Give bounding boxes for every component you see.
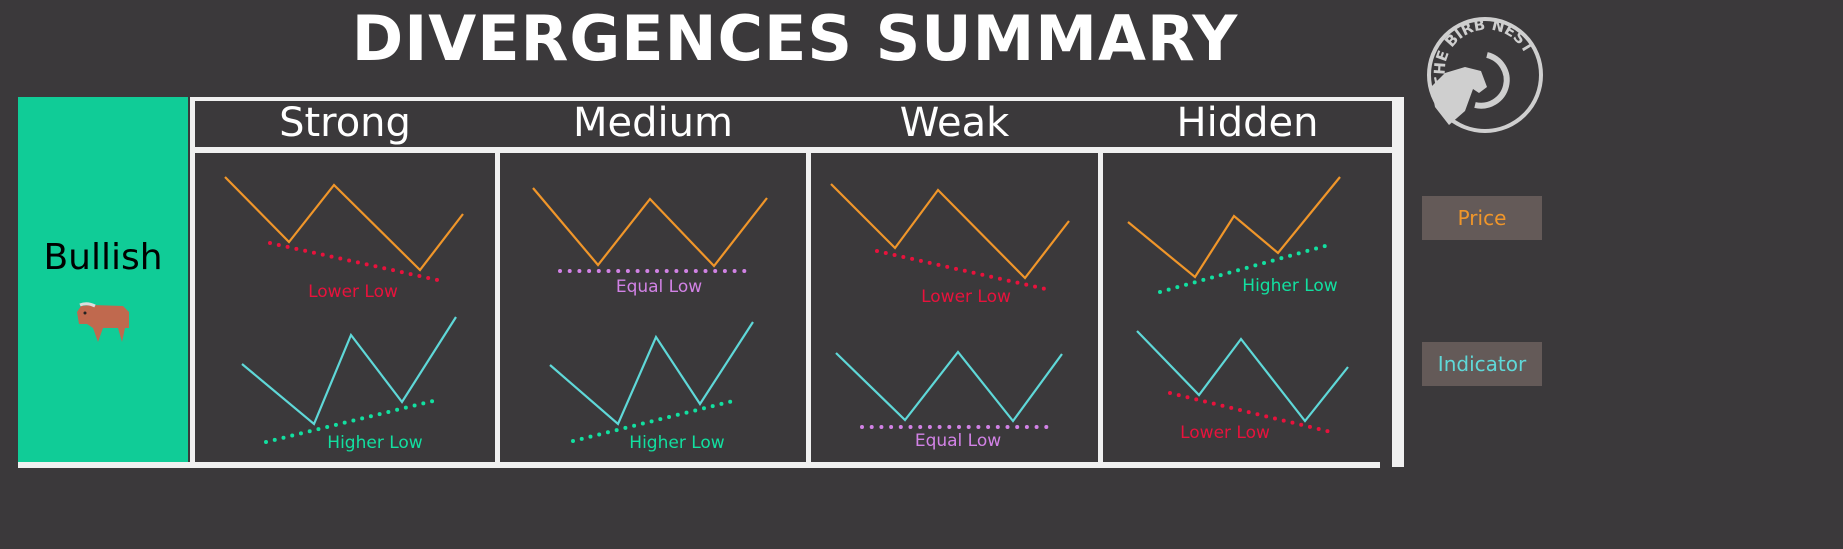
cell-hidden	[1103, 153, 1392, 467]
weak-indicator-line	[835, 350, 1063, 423]
strong-price-line	[224, 176, 464, 272]
column-header-weak: Weak	[899, 100, 1010, 146]
strong-price-label: Lower Low	[308, 282, 398, 302]
weak-price-trend	[875, 249, 1052, 292]
hidden-price-line	[1127, 176, 1341, 279]
medium-price-label: Equal Low	[615, 277, 703, 297]
hidden-indicator-label: Lower Low	[1180, 423, 1270, 443]
strong-diagram	[224, 176, 464, 444]
column-header-hidden: Hidden	[1176, 100, 1319, 146]
medium-indicator-line	[549, 321, 754, 426]
medium-diagram	[532, 187, 768, 443]
legend-indicator: Indicator	[1422, 342, 1542, 386]
bull-icon	[77, 302, 129, 342]
page-title: DIVERGENCES SUMMARY	[351, 2, 1239, 75]
header-row: Strong Medium Weak Hidden	[195, 101, 1392, 147]
weak-indicator-label: Equal Low	[914, 431, 1002, 451]
strong-indicator-line	[241, 316, 457, 426]
legend-price: Price	[1422, 196, 1542, 240]
cell-strong	[195, 153, 495, 467]
column-header-medium: Medium	[573, 100, 733, 146]
column-header-strong: Strong	[279, 100, 411, 146]
hidden-indicator-trend	[1168, 391, 1337, 435]
weak-price-label: Lower Low	[921, 287, 1011, 307]
hidden-price-label: Higher Low	[1242, 276, 1338, 296]
medium-indicator-trend	[571, 398, 739, 443]
bottom-divider	[18, 462, 1380, 468]
hidden-price-trend	[1158, 244, 1327, 294]
hidden-indicator-line	[1136, 330, 1349, 423]
medium-price-line	[532, 187, 768, 268]
bullish-row-header: Bullish	[18, 97, 188, 465]
strong-indicator-trend	[264, 398, 439, 444]
bullish-label: Bullish	[43, 237, 163, 278]
strong-indicator-label: Higher Low	[327, 433, 423, 453]
weak-diagram	[830, 183, 1070, 429]
cell-medium	[500, 153, 806, 467]
weak-price-line	[830, 183, 1070, 280]
strong-price-trend	[268, 241, 444, 283]
medium-indicator-label: Higher Low	[629, 433, 725, 453]
hidden-diagram	[1127, 176, 1349, 435]
birb-nest-logo: THE BIRB NEST	[1427, 15, 1543, 133]
